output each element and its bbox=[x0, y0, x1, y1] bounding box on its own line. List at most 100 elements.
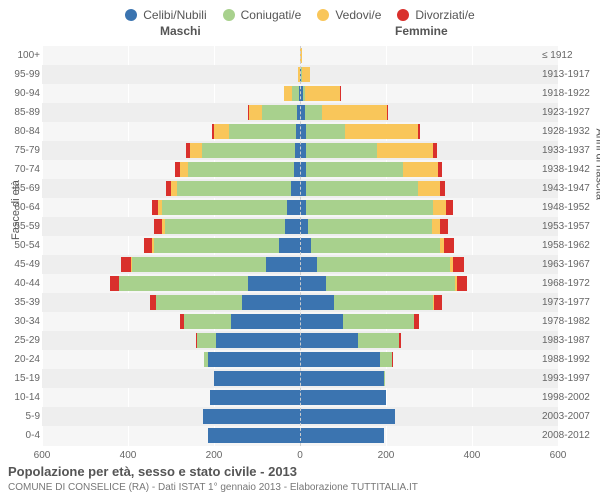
bar-segment bbox=[300, 314, 343, 329]
bar-segment bbox=[300, 276, 326, 291]
female-bar bbox=[300, 276, 467, 291]
male-bar bbox=[248, 105, 300, 120]
bar-segment bbox=[453, 257, 464, 272]
legend-swatch bbox=[397, 9, 409, 21]
bar-segment bbox=[300, 352, 380, 367]
male-bar bbox=[152, 200, 300, 215]
bar-segment bbox=[433, 143, 436, 158]
male-bar bbox=[110, 276, 300, 291]
male-bar bbox=[186, 143, 300, 158]
legend-item: Coniugati/e bbox=[223, 8, 302, 22]
bar-segment bbox=[285, 219, 300, 234]
birth-year-label: 1973-1977 bbox=[542, 297, 596, 308]
footer-subtitle: COMUNE DI CONSELICE (RA) - Dati ISTAT 1°… bbox=[8, 481, 418, 494]
bar-segment bbox=[300, 371, 384, 386]
bar-segment bbox=[202, 143, 294, 158]
bar-segment bbox=[440, 181, 446, 196]
x-tick-label: 200 bbox=[206, 450, 223, 461]
birth-year-label: 1978-1982 bbox=[542, 316, 596, 327]
female-bar bbox=[300, 428, 384, 443]
bar-segment bbox=[306, 124, 345, 139]
bar-segment bbox=[308, 219, 433, 234]
age-label: 90-94 bbox=[4, 88, 40, 99]
age-label: 30-34 bbox=[4, 316, 40, 327]
bar-segment bbox=[208, 352, 300, 367]
bar-segment bbox=[345, 124, 418, 139]
x-tick-label: 400 bbox=[120, 450, 137, 461]
bar-segment bbox=[300, 295, 334, 310]
female-bar bbox=[300, 257, 464, 272]
bar-segment bbox=[387, 105, 388, 120]
age-label: 40-44 bbox=[4, 278, 40, 289]
birth-year-label: 1988-1992 bbox=[542, 354, 596, 365]
legend-item: Divorziati/e bbox=[397, 8, 474, 22]
bar-segment bbox=[203, 409, 300, 424]
female-bar bbox=[300, 314, 419, 329]
bar-segment bbox=[444, 238, 453, 253]
bar-segment bbox=[249, 105, 262, 120]
age-label: 75-79 bbox=[4, 145, 40, 156]
female-bar bbox=[300, 162, 442, 177]
birth-year-label: 1953-1957 bbox=[542, 221, 596, 232]
bar-segment bbox=[156, 295, 242, 310]
bar-segment bbox=[306, 181, 418, 196]
female-bar bbox=[300, 295, 442, 310]
female-bar bbox=[300, 390, 386, 405]
bar-segment bbox=[300, 428, 384, 443]
male-bar bbox=[204, 352, 300, 367]
age-label: 60-64 bbox=[4, 202, 40, 213]
bar-segment bbox=[326, 276, 455, 291]
female-bar bbox=[300, 409, 395, 424]
male-bar bbox=[121, 257, 300, 272]
bar-segment bbox=[284, 86, 293, 101]
birth-year-label: 1998-2002 bbox=[542, 392, 596, 403]
male-bar bbox=[210, 390, 300, 405]
bar-segment bbox=[177, 181, 291, 196]
birth-year-label: 1943-1947 bbox=[542, 183, 596, 194]
header-female: Femmine bbox=[395, 24, 448, 38]
age-label: 15-19 bbox=[4, 373, 40, 384]
bar-segment bbox=[231, 314, 300, 329]
birth-year-label: 2003-2007 bbox=[542, 411, 596, 422]
bar-segment bbox=[216, 333, 300, 348]
age-label: 35-39 bbox=[4, 297, 40, 308]
birth-year-label: 1913-1917 bbox=[542, 69, 596, 80]
bar-segment bbox=[446, 200, 452, 215]
birth-year-label: 1918-1922 bbox=[542, 88, 596, 99]
bar-segment bbox=[334, 295, 433, 310]
bar-segment bbox=[418, 181, 440, 196]
female-bar bbox=[300, 333, 401, 348]
bar-segment bbox=[377, 143, 433, 158]
age-label: 5-9 bbox=[4, 411, 40, 422]
birth-year-label: 1933-1937 bbox=[542, 145, 596, 156]
chart-footer: Popolazione per età, sesso e stato civil… bbox=[8, 464, 418, 494]
bar-segment bbox=[300, 390, 386, 405]
legend-swatch bbox=[223, 9, 235, 21]
male-bar bbox=[144, 238, 301, 253]
male-bar bbox=[203, 409, 300, 424]
bar-segment bbox=[438, 162, 442, 177]
bar-segment bbox=[287, 200, 300, 215]
bar-segment bbox=[184, 314, 231, 329]
birth-year-label: ≤ 1912 bbox=[542, 50, 596, 61]
male-bar bbox=[212, 124, 300, 139]
male-bar bbox=[175, 162, 300, 177]
bar-segment bbox=[229, 124, 296, 139]
female-bar bbox=[300, 143, 437, 158]
bar-segment bbox=[384, 371, 385, 386]
center-axis-line bbox=[300, 46, 301, 446]
bar-segment bbox=[214, 124, 229, 139]
bar-segment bbox=[305, 105, 322, 120]
bar-segment bbox=[300, 409, 395, 424]
birth-year-label: 1983-1987 bbox=[542, 335, 596, 346]
plot-background bbox=[42, 46, 558, 446]
chart-wrapper: Celibi/NubiliConiugati/eVedovi/eDivorzia… bbox=[0, 0, 600, 500]
female-bar bbox=[300, 238, 454, 253]
bar-segment bbox=[165, 219, 285, 234]
bar-segment bbox=[358, 333, 399, 348]
bar-segment bbox=[432, 219, 440, 234]
bar-segment bbox=[190, 143, 203, 158]
female-bar bbox=[300, 200, 453, 215]
bar-segment bbox=[208, 428, 300, 443]
female-bar bbox=[300, 105, 388, 120]
